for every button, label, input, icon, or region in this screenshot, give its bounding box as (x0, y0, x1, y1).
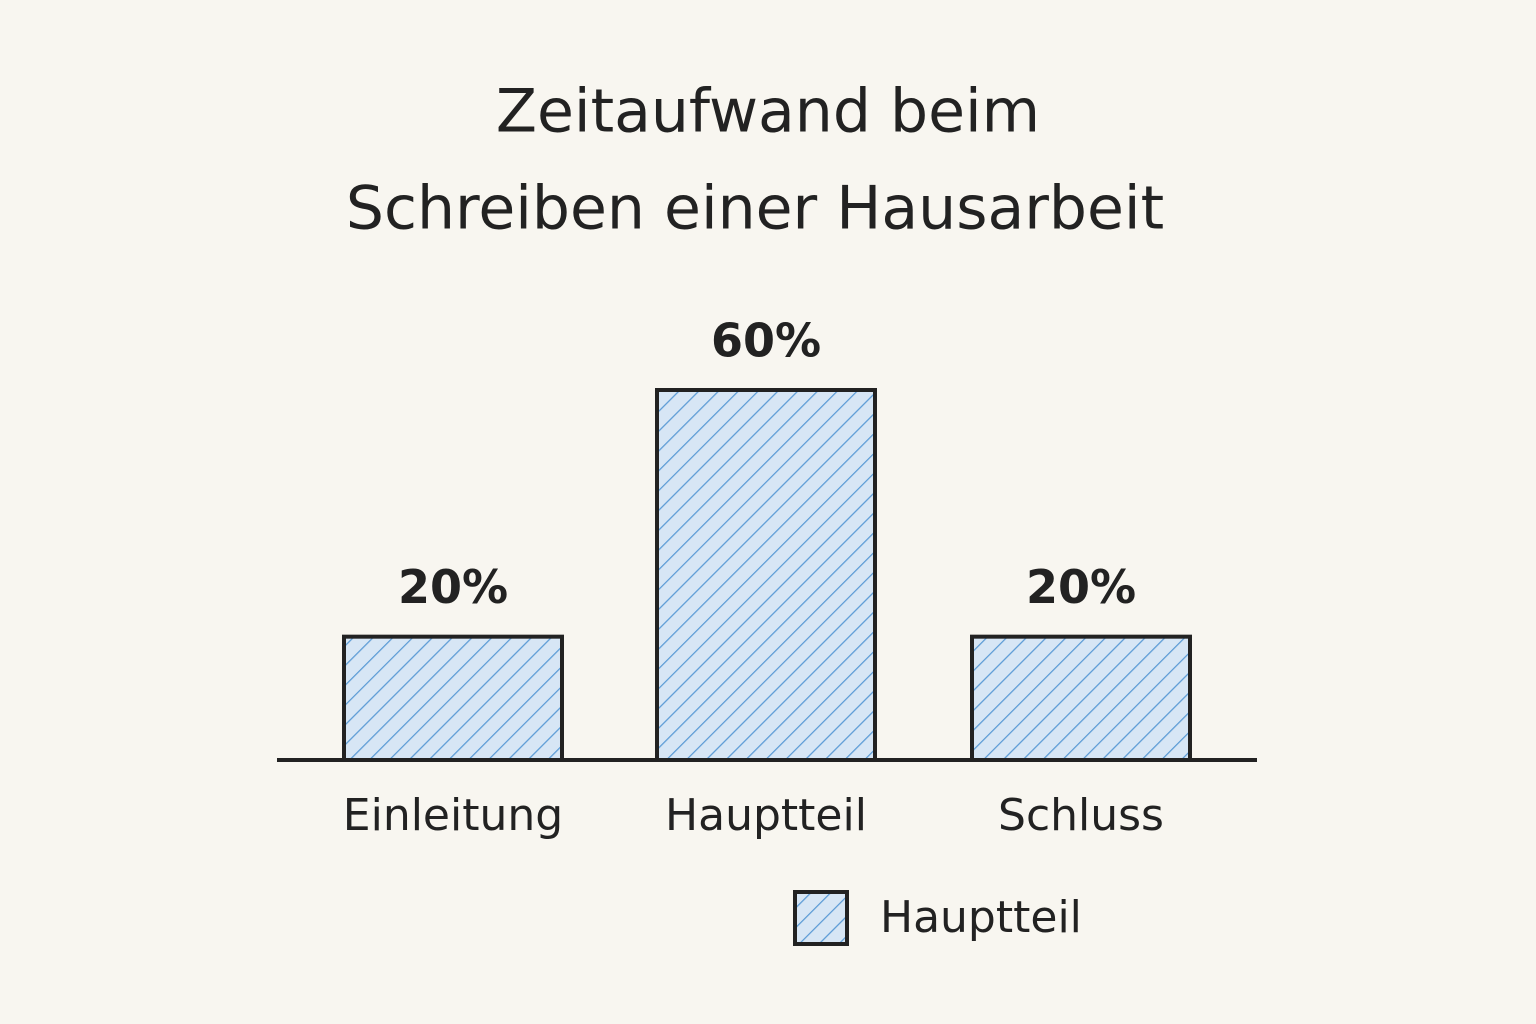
bar (970, 634, 1192, 763)
value-label: 20% (1026, 560, 1136, 614)
value-label: 60% (711, 314, 821, 368)
chart-title: Schreiben einer Hausarbeit (346, 174, 1164, 244)
legend-label: Hauptteil (880, 892, 1082, 943)
x-tick-label: Schluss (998, 790, 1164, 841)
legend-swatch (793, 890, 849, 946)
value-label: 20% (398, 560, 508, 614)
x-tick-label: Hauptteil (665, 790, 867, 841)
x-tick-label: Einleitung (343, 790, 563, 841)
bar (342, 634, 564, 763)
chart-title: Zeitaufwand beim (496, 77, 1040, 147)
bar (655, 388, 877, 762)
